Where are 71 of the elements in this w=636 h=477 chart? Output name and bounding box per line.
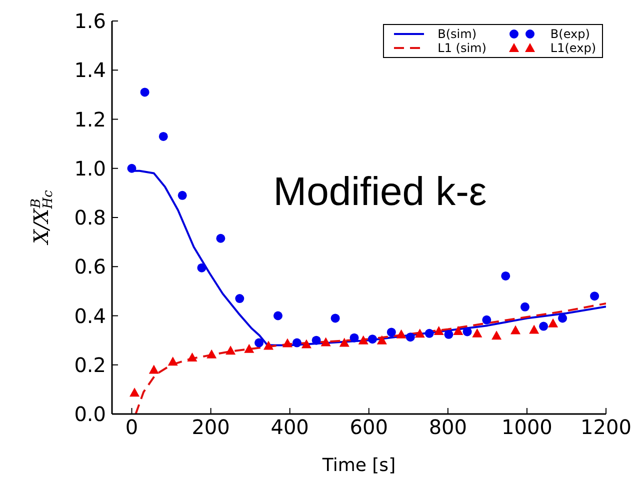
point bbox=[301, 339, 312, 348]
y-tick-label: 1.2 bbox=[74, 107, 106, 132]
point bbox=[520, 302, 530, 312]
point bbox=[226, 346, 236, 355]
point bbox=[482, 315, 492, 324]
x-tick-label: 200 bbox=[192, 415, 230, 440]
point bbox=[462, 327, 472, 336]
line-series bbox=[134, 302, 606, 414]
point bbox=[350, 333, 359, 342]
point bbox=[254, 338, 264, 348]
point bbox=[492, 330, 502, 340]
point bbox=[453, 326, 464, 335]
point bbox=[472, 328, 482, 338]
point bbox=[148, 364, 159, 374]
x-tick-label: 800 bbox=[428, 415, 468, 440]
point bbox=[178, 190, 187, 200]
point bbox=[558, 314, 568, 323]
point bbox=[244, 344, 254, 353]
x-tick-label: 400 bbox=[270, 415, 309, 440]
y-tick-label: 0.2 bbox=[74, 352, 106, 377]
point bbox=[396, 329, 406, 338]
point bbox=[312, 336, 321, 345]
point bbox=[282, 338, 292, 348]
point bbox=[127, 164, 136, 173]
y-tick-label: 1.6 bbox=[74, 9, 106, 34]
point bbox=[273, 311, 282, 320]
y-tick-label: 0.0 bbox=[74, 402, 106, 426]
x-tick-label: 1200 bbox=[580, 415, 632, 440]
legend-label: L1(exp) bbox=[550, 41, 596, 55]
x-axis-title: Time [s] bbox=[321, 455, 396, 476]
point bbox=[339, 338, 350, 347]
point bbox=[140, 88, 150, 97]
point bbox=[406, 332, 415, 342]
point bbox=[529, 324, 540, 334]
point bbox=[424, 328, 434, 338]
point bbox=[187, 352, 198, 362]
x-tick-label: 0 bbox=[125, 415, 138, 440]
point bbox=[197, 263, 206, 272]
point bbox=[376, 335, 387, 344]
point bbox=[444, 330, 454, 339]
y-tick-label: 1.0 bbox=[74, 156, 106, 180]
y-tick-label: 1.4 bbox=[74, 58, 106, 82]
point bbox=[414, 328, 425, 338]
point bbox=[216, 234, 226, 243]
x-tick-label: 600 bbox=[350, 415, 388, 440]
legend-label: B(exp) bbox=[550, 27, 590, 41]
point bbox=[434, 326, 444, 335]
y-tick-label: 0.4 bbox=[74, 304, 106, 328]
point bbox=[168, 356, 178, 366]
point bbox=[368, 334, 377, 344]
point bbox=[130, 388, 140, 397]
point bbox=[548, 318, 558, 328]
legend-label: B(sim) bbox=[438, 27, 477, 41]
legend-label: L1 (sim) bbox=[438, 41, 486, 55]
y-tick-label: 0.6 bbox=[74, 254, 106, 279]
point bbox=[206, 349, 217, 358]
point bbox=[386, 328, 396, 337]
point bbox=[320, 337, 331, 346]
point bbox=[539, 322, 548, 331]
point bbox=[330, 314, 340, 323]
x-tick-label: 1000 bbox=[502, 415, 552, 440]
point bbox=[358, 335, 368, 344]
point bbox=[501, 271, 510, 280]
point bbox=[264, 340, 274, 350]
point bbox=[590, 292, 600, 301]
y-tick-label: 0.8 bbox=[74, 206, 106, 230]
point bbox=[235, 294, 244, 304]
point bbox=[158, 132, 168, 141]
annotation: Modified k-ε bbox=[273, 170, 487, 214]
point bbox=[510, 325, 520, 334]
point bbox=[292, 338, 302, 348]
